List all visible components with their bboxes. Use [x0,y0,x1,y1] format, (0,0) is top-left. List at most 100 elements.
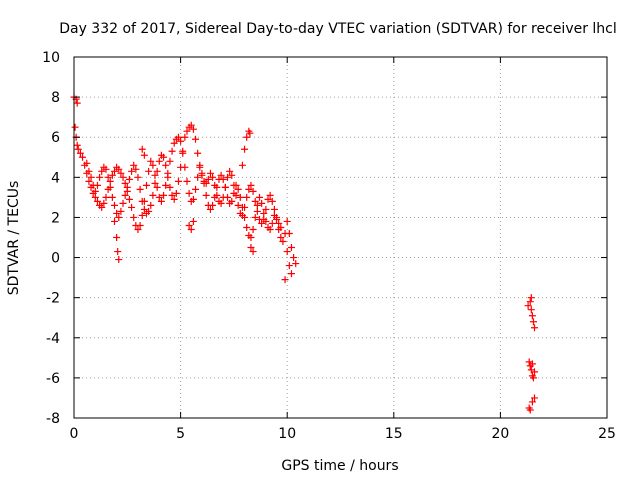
data-point [108,171,116,179]
data-point [138,211,146,219]
data-point [247,234,255,241]
data-point [234,201,242,209]
data-point [251,197,259,205]
data-point [202,179,210,187]
data-point [527,306,535,314]
data-point [174,133,182,141]
data-point [206,169,214,177]
data-point [198,171,206,179]
data-point [85,177,93,185]
data-point [91,193,99,201]
x-tick-label: 10 [278,426,296,442]
data-point [266,191,274,199]
data-point [279,238,287,246]
data-point [73,141,81,149]
data-point [117,169,125,177]
data-point [123,183,131,191]
data-point [115,213,123,221]
data-point [168,191,176,199]
data-point [183,177,191,185]
x-tick-label: 25 [598,426,616,442]
data-point [113,234,121,241]
data-point [164,173,172,181]
data-point [224,173,232,181]
data-point [183,127,191,135]
data-point [277,234,285,241]
data-point [189,125,197,133]
y-tick-label: 10 [42,50,60,66]
data-point [160,191,168,199]
data-point [285,262,293,270]
data-point [234,185,242,193]
data-point [121,191,129,199]
x-tick-label: 0 [70,426,79,442]
data-point [253,201,261,209]
data-point [149,191,157,199]
data-point [83,159,91,167]
data-point [217,171,225,179]
data-point [206,205,214,213]
data-point [189,195,197,203]
y-tick-label: -6 [46,371,60,387]
x-tick-label: 20 [491,426,509,442]
data-point [132,165,140,173]
data-point [104,173,112,181]
data-point [258,199,266,207]
data-point [221,183,229,191]
data-point [258,219,266,227]
data-point [177,163,185,171]
data-point [125,195,133,203]
data-point [147,157,155,165]
data-point [238,161,246,169]
data-point [119,199,127,207]
y-tick-label: -2 [46,291,60,307]
data-point [168,147,176,155]
data-point [246,129,254,137]
data-point [219,175,227,183]
data-point [142,181,150,189]
data-point [174,177,182,185]
data-point [151,171,159,179]
data-point [243,133,251,141]
data-point [247,244,255,252]
data-point [270,205,278,213]
data-point [153,183,161,191]
data-point [181,133,189,141]
data-point [245,185,253,193]
data-point [187,225,195,233]
data-point [111,217,119,225]
data-point [196,161,204,169]
data-point [166,157,174,165]
data-point [136,221,144,229]
data-point [528,360,536,368]
axes [73,56,608,419]
data-points [70,93,539,414]
data-point [253,207,261,215]
data-point [275,219,283,227]
data-point [102,165,110,173]
data-point [287,244,295,252]
data-point [219,193,227,201]
data-point [130,161,138,169]
data-point [213,191,221,199]
data-point [531,368,539,376]
data-point [115,165,123,173]
data-point [138,197,146,205]
data-point [117,207,125,215]
data-point [226,167,234,175]
data-point [526,298,534,306]
data-point [100,199,108,207]
data-point [192,185,200,193]
tick-labels: 0 5 10 15 20 25 -8 -6 -4 -2 0 2 4 6 8 10 [42,50,616,442]
data-point [71,123,79,131]
data-point [528,398,536,406]
data-point [187,121,195,129]
data-point [166,183,174,191]
data-point [531,324,539,332]
data-point [281,276,289,284]
data-point [113,209,121,217]
data-point [130,213,138,221]
data-point [172,189,180,197]
data-point [217,199,225,207]
